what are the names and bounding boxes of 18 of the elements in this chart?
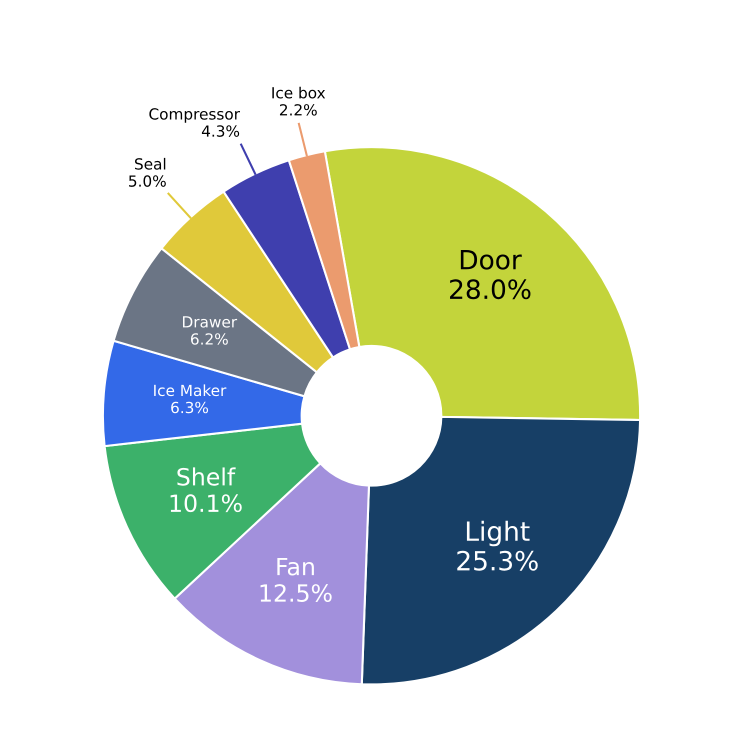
data-label: 5.0% (129, 175, 166, 187)
slice-label: Ice Maker (154, 384, 226, 396)
slice-label: Ice box (272, 86, 326, 99)
data-label: 4.3% (202, 125, 240, 137)
slice-label: Drawer (183, 316, 238, 328)
slice-label: Seal (134, 158, 166, 170)
data-label: 2.2% (280, 104, 317, 116)
slice-label: Fan (277, 558, 314, 576)
data-label: 6.2% (190, 333, 228, 345)
slice-label: Shelf (177, 467, 236, 486)
data-label: 6.3% (171, 402, 208, 414)
slice-label: Compressor (149, 108, 240, 123)
slice-label: Door (460, 250, 522, 270)
data-label: 10.1% (170, 494, 242, 512)
data-label: 28.0% (450, 279, 530, 300)
data-label: 25.3% (457, 550, 538, 571)
slice-label: Light (466, 520, 530, 546)
data-label: 12.5% (260, 584, 332, 602)
